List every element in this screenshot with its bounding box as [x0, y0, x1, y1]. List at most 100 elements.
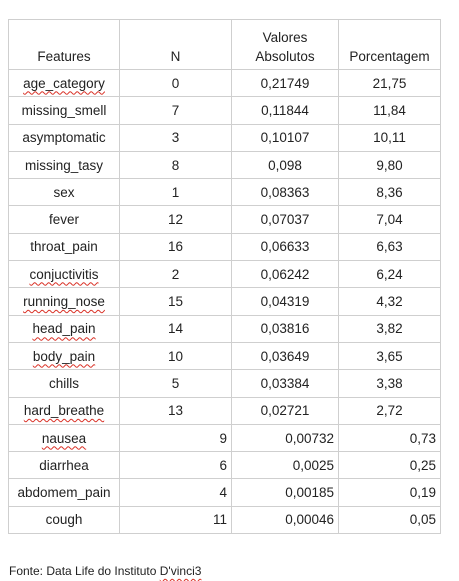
percentage-cell: 6,24 — [338, 260, 441, 289]
absolute-value-cell: 0,02721 — [231, 396, 339, 425]
n-cell: 14 — [119, 314, 232, 343]
absolute-value-cell: 0,0025 — [231, 451, 339, 480]
n-cell: 4 — [119, 478, 232, 507]
feature-name: hard_breathe — [23, 403, 105, 419]
table-row: missing_smell 7 0,11844 11,84 — [8, 96, 441, 125]
table-row: running_nose 15 0,04319 4,32 — [8, 287, 441, 316]
feature-name: running_nose — [23, 294, 105, 310]
percentage-cell: 3,38 — [338, 369, 441, 398]
n-cell: 7 — [119, 96, 232, 125]
n-cell: 9 — [119, 423, 232, 453]
percentage-cell: 2,72 — [338, 396, 441, 425]
feature-name: chills — [48, 375, 79, 391]
source-name: D'vinci3 — [159, 564, 202, 578]
table-row: chills 5 0,03384 3,38 — [8, 369, 441, 398]
feature-name: nausea — [41, 430, 87, 446]
percentage-cell: 21,75 — [338, 68, 441, 98]
feature-cell: running_nose — [8, 287, 120, 316]
feature-cell: cough — [8, 505, 120, 535]
percentage-cell: 0,73 — [338, 423, 441, 453]
feature-cell: nausea — [8, 423, 120, 453]
feature-cell: conjuctivitis — [8, 260, 120, 289]
absolute-value-cell: 0,08363 — [231, 178, 339, 207]
percentage-cell: 6,63 — [338, 232, 441, 262]
absolute-value-cell: 0,06633 — [231, 232, 339, 262]
header-absolute-values: Valores Absolutos — [231, 19, 339, 70]
source-note: Fonte: Data Life do Instituto D'vinci3 — [9, 564, 201, 578]
n-cell: 15 — [119, 287, 232, 316]
table-row: nausea 9 0,00732 0,73 — [8, 423, 441, 453]
feature-cell: head_pain — [8, 314, 120, 343]
percentage-cell: 0,19 — [338, 478, 441, 507]
source-prefix: Fonte: Data Life do Instituto — [9, 564, 160, 578]
n-cell: 5 — [119, 369, 232, 398]
feature-name: missing_smell — [21, 102, 107, 118]
feature-name: conjuctivitis — [29, 266, 99, 282]
feature-name: sex — [53, 184, 75, 200]
table-row: asymptomatic 3 0,10107 10,11 — [8, 123, 441, 152]
feature-cell: hard_breathe — [8, 396, 120, 425]
n-cell: 8 — [119, 150, 232, 180]
feature-name: missing_tasy — [24, 157, 104, 173]
absolute-value-cell: 0,04319 — [231, 287, 339, 316]
n-cell: 13 — [119, 396, 232, 425]
table-row: hard_breathe 13 0,02721 2,72 — [8, 396, 441, 425]
feature-name: throat_pain — [30, 239, 98, 255]
header-n: N — [119, 19, 232, 70]
absolute-value-cell: 0,11844 — [231, 96, 339, 125]
n-cell: 2 — [119, 260, 232, 289]
table-row: conjuctivitis 2 0,06242 6,24 — [8, 260, 441, 289]
n-cell: 12 — [119, 205, 232, 234]
feature-cell: chills — [8, 369, 120, 398]
n-cell: 0 — [119, 68, 232, 98]
feature-name: fever — [48, 212, 79, 228]
table-row: body_pain 10 0,03649 3,65 — [8, 341, 441, 371]
percentage-cell: 10,11 — [338, 123, 441, 152]
percentage-cell: 11,84 — [338, 96, 441, 125]
feature-cell: diarrhea — [8, 451, 120, 480]
feature-name: diarrhea — [39, 457, 89, 473]
feature-cell: sex — [8, 178, 120, 207]
absolute-value-cell: 0,03816 — [231, 314, 339, 343]
percentage-cell: 3,82 — [338, 314, 441, 343]
absolute-value-cell: 0,07037 — [231, 205, 339, 234]
n-cell: 10 — [119, 341, 232, 371]
percentage-cell: 9,80 — [338, 150, 441, 180]
feature-cell: abdomem_pain — [8, 478, 120, 507]
absolute-value-cell: 0,10107 — [231, 123, 339, 152]
feature-name: cough — [45, 512, 83, 528]
absolute-value-cell: 0,098 — [231, 150, 339, 180]
feature-name: asymptomatic — [22, 130, 106, 146]
features-table: Features N Valores Absolutos Porcentagem … — [8, 19, 441, 535]
percentage-cell: 0,25 — [338, 451, 441, 480]
n-cell: 11 — [119, 505, 232, 535]
absolute-value-cell: 0,03649 — [231, 341, 339, 371]
feature-name: head_pain — [32, 321, 96, 337]
table-row: missing_tasy 8 0,098 9,80 — [8, 150, 441, 180]
header-percentage: Porcentagem — [338, 19, 441, 70]
table-row: head_pain 14 0,03816 3,82 — [8, 314, 441, 343]
feature-cell: fever — [8, 205, 120, 234]
feature-name: body_pain — [32, 348, 96, 364]
n-cell: 6 — [119, 451, 232, 480]
table-row: cough 11 0,00046 0,05 — [8, 505, 441, 535]
n-cell: 1 — [119, 178, 232, 207]
table-body: age_category 0 0,21749 21,75 missing_smell 7 0… — [8, 68, 441, 535]
header-abs-line1: Valores — [262, 30, 308, 45]
absolute-value-cell: 0,03384 — [231, 369, 339, 398]
absolute-value-cell: 0,00046 — [231, 505, 339, 535]
percentage-cell: 0,05 — [338, 505, 441, 535]
n-cell: 16 — [119, 232, 232, 262]
feature-cell: throat_pain — [8, 232, 120, 262]
percentage-cell: 3,65 — [338, 341, 441, 371]
percentage-cell: 4,32 — [338, 287, 441, 316]
absolute-value-cell: 0,00732 — [231, 423, 339, 453]
feature-name: age_category — [23, 75, 105, 91]
feature-name: abdomem_pain — [17, 485, 111, 501]
absolute-value-cell: 0,21749 — [231, 68, 339, 98]
table-row: sex 1 0,08363 8,36 — [8, 178, 441, 207]
absolute-value-cell: 0,00185 — [231, 478, 339, 507]
table-row: age_category 0 0,21749 21,75 — [8, 68, 441, 98]
feature-cell: asymptomatic — [8, 123, 120, 152]
feature-cell: missing_tasy — [8, 150, 120, 180]
